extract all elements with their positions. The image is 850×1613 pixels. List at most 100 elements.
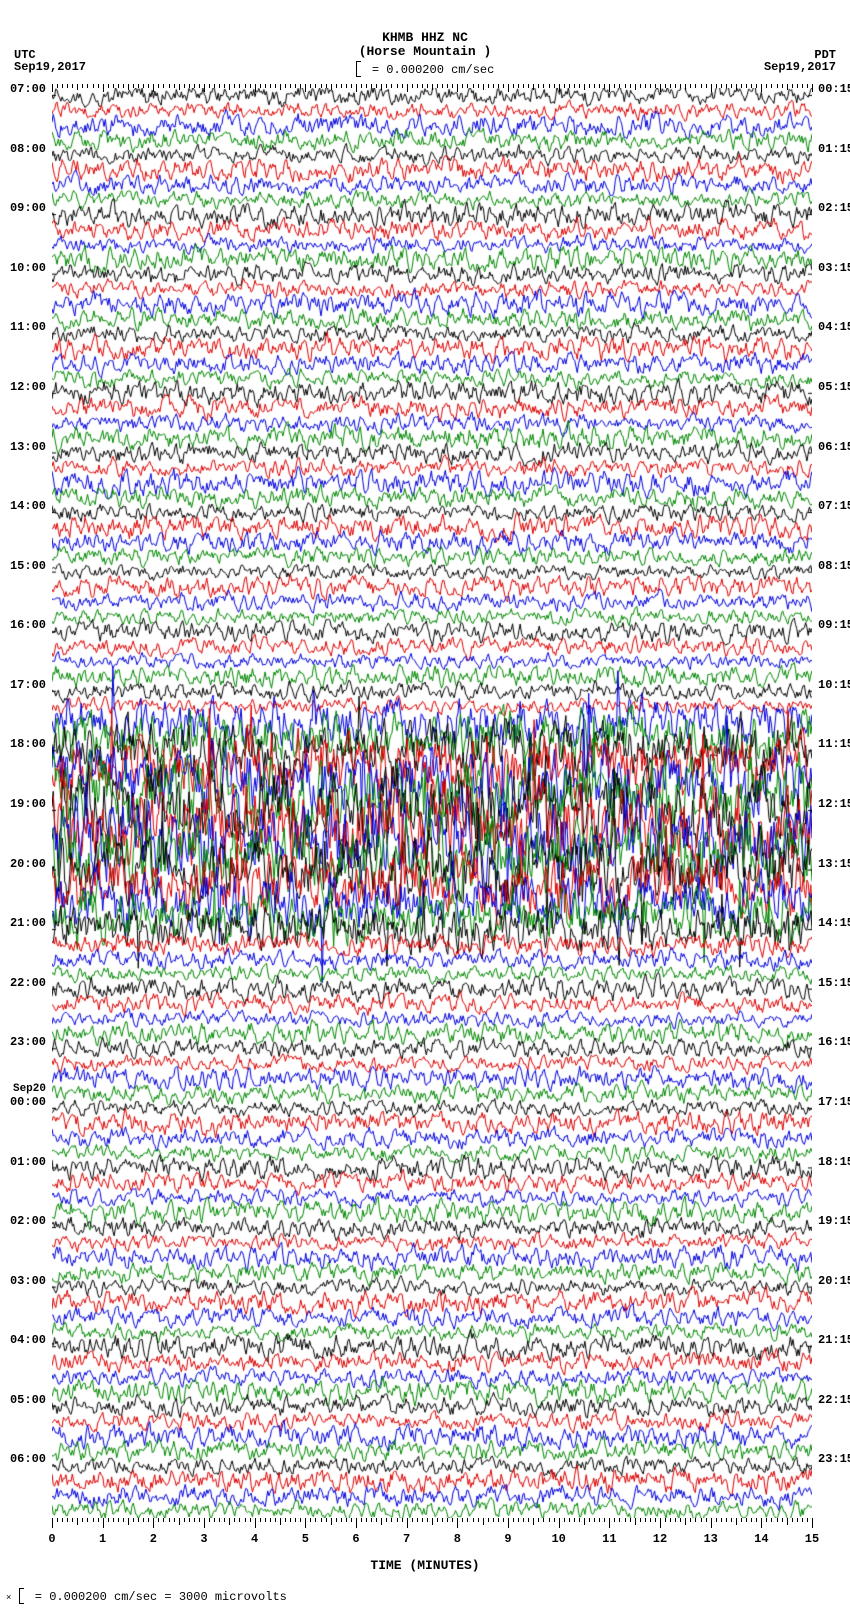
x-minor-tick-top [462,84,463,88]
x-minor-tick [771,1518,772,1522]
x-minor-tick [467,1518,468,1522]
x-minor-tick-top [777,84,778,88]
x-minor-tick-top [143,84,144,88]
x-minor-tick [766,1518,767,1522]
x-minor-tick [98,1518,99,1522]
x-tick-label: 6 [341,1532,371,1546]
x-axis-title: TIME (MINUTES) [0,1558,850,1573]
right-time-label: 18:15 [818,1155,850,1169]
x-minor-tick [746,1518,747,1522]
x-minor-tick-top [513,84,514,88]
x-minor-tick [128,1518,129,1525]
x-minor-tick-top [417,84,418,88]
x-minor-tick [751,1518,752,1522]
x-minor-tick-top [184,84,185,88]
x-minor-tick-top [386,84,387,88]
x-minor-tick-top [326,84,327,88]
x-minor-tick [797,1518,798,1522]
x-minor-tick-top [574,84,575,88]
x-minor-tick-top [584,84,585,90]
x-minor-tick-top [635,84,636,90]
plot-area [52,88,812,1518]
x-minor-tick-top [103,84,104,92]
x-minor-tick [295,1518,296,1522]
x-minor-tick [564,1518,565,1522]
x-minor-tick [599,1518,600,1522]
x-minor-tick [199,1518,200,1522]
x-minor-tick [402,1518,403,1522]
right-time-label: 20:15 [818,1274,850,1288]
x-minor-tick [716,1518,717,1522]
x-minor-tick [802,1518,803,1522]
footer-text: = 0.000200 cm/sec = 3000 microvolts [28,1590,287,1604]
x-minor-tick [427,1518,428,1522]
x-tick-label: 11 [594,1532,624,1546]
x-minor-tick-top [741,84,742,88]
x-minor-tick-top [250,84,251,88]
x-minor-tick-top [361,84,362,88]
x-minor-tick [255,1518,256,1528]
x-minor-tick [351,1518,352,1522]
x-minor-tick [214,1518,215,1522]
x-minor-tick-top [493,84,494,88]
x-minor-tick-top [356,84,357,92]
x-minor-tick [280,1518,281,1525]
x-minor-tick [543,1518,544,1522]
x-minor-tick-top [787,84,788,90]
x-minor-tick [655,1518,656,1522]
x-minor-tick-top [488,84,489,88]
x-minor-tick [300,1518,301,1522]
x-minor-tick-top [619,84,620,88]
x-minor-tick [174,1518,175,1522]
x-minor-tick-top [771,84,772,88]
right-time-label: 15:15 [818,976,850,990]
x-tick-label: 0 [37,1532,67,1546]
right-time-label: 07:15 [818,499,850,513]
x-minor-tick [179,1518,180,1525]
x-minor-tick-top [726,84,727,88]
x-minor-tick-top [214,84,215,88]
x-minor-tick [792,1518,793,1522]
x-minor-tick-top [599,84,600,88]
x-minor-tick-top [300,84,301,88]
x-minor-tick-top [158,84,159,88]
x-minor-tick [62,1518,63,1522]
x-minor-tick-top [138,84,139,88]
x-minor-tick-top [321,84,322,88]
x-tick-label: 9 [493,1532,523,1546]
x-minor-tick-top [564,84,565,88]
x-minor-tick-top [523,84,524,88]
x-minor-tick-top [62,84,63,88]
x-minor-tick-top [518,84,519,88]
x-minor-tick [407,1518,408,1528]
left-time-label: 00:00 [0,1095,46,1109]
x-minor-tick-top [179,84,180,90]
scale-label-text: = 0.000200 cm/sec [365,63,495,77]
x-minor-tick-top [483,84,484,90]
x-minor-tick-top [706,84,707,88]
x-tick-label: 2 [138,1532,168,1546]
x-minor-tick [194,1518,195,1522]
scale-label: = 0.000200 cm/sec [0,62,850,78]
x-tick-label: 4 [240,1532,270,1546]
x-minor-tick-top [128,84,129,90]
x-minor-tick-top [189,84,190,88]
x-tick-label: 10 [544,1532,574,1546]
x-minor-tick [569,1518,570,1522]
x-minor-tick-top [711,84,712,92]
x-minor-tick [675,1518,676,1522]
x-minor-tick [523,1518,524,1522]
x-minor-tick-top [670,84,671,88]
x-minor-tick [163,1518,164,1522]
x-minor-tick [123,1518,124,1522]
x-minor-tick-top [782,84,783,88]
x-minor-tick-top [630,84,631,88]
x-minor-tick [706,1518,707,1522]
right-time-label: 09:15 [818,618,850,632]
x-minor-tick-top [452,84,453,88]
x-minor-tick-top [285,84,286,88]
x-minor-tick [731,1518,732,1522]
x-minor-tick-top [695,84,696,88]
x-minor-tick [72,1518,73,1522]
left-time-label: 06:00 [0,1452,46,1466]
